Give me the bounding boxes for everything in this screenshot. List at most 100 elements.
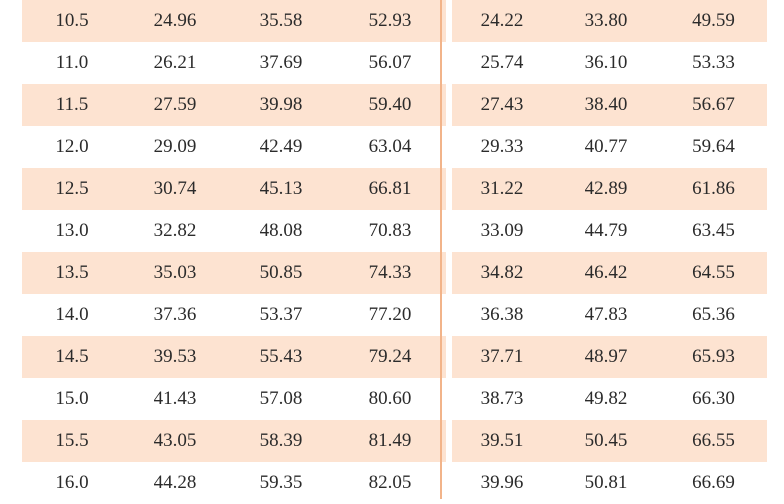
table-cell: 11.5 [55, 94, 89, 115]
table-cell: 38.73 [480, 388, 524, 409]
table-cell: 24.22 [480, 10, 524, 31]
table-cell: 15.0 [55, 388, 89, 409]
table-cell: 50.45 [584, 430, 628, 451]
table-cell: 29.09 [153, 136, 197, 157]
table-cell: 43.05 [153, 430, 197, 451]
table-row: 14.0 37.36 53.37 77.20 36.38 47.83 65.36 [22, 294, 767, 336]
table-cell: 79.24 [368, 346, 412, 367]
table-cell: 66.30 [692, 388, 735, 409]
column-gap [446, 294, 452, 336]
column-gap [446, 252, 452, 294]
table-row: 13.5 35.03 50.85 74.33 34.82 46.42 64.55 [22, 252, 767, 294]
column-gap [446, 336, 452, 378]
table-cell: 50.85 [259, 262, 303, 283]
table-cell: 49.82 [584, 388, 628, 409]
table-cell: 33.80 [584, 10, 628, 31]
table-cell: 39.98 [259, 94, 303, 115]
table-row: 12.0 29.09 42.49 63.04 29.33 40.77 59.64 [22, 126, 767, 168]
table-cell: 44.28 [153, 472, 197, 493]
table-cell: 53.37 [259, 304, 303, 325]
table-cell: 56.07 [368, 52, 412, 73]
table-cell: 13.5 [55, 262, 89, 283]
column-gap [446, 420, 452, 462]
table-cell: 47.83 [584, 304, 628, 325]
table-cell: 61.86 [692, 178, 735, 199]
table-cell: 12.0 [55, 136, 89, 157]
table-cell: 80.60 [368, 388, 412, 409]
table-cell: 59.40 [368, 94, 412, 115]
table-cell: 39.51 [480, 430, 524, 451]
table-cell: 33.09 [480, 220, 524, 241]
column-gap [446, 462, 452, 504]
table-cell: 77.20 [368, 304, 412, 325]
table-cell: 30.74 [153, 178, 197, 199]
table-cell: 57.08 [259, 388, 303, 409]
table-cell: 24.96 [153, 10, 197, 31]
table-cell: 39.96 [480, 472, 524, 493]
table-cell: 16.0 [55, 472, 89, 493]
table-cell: 42.89 [584, 178, 628, 199]
column-gap [446, 378, 452, 420]
table-cell: 37.69 [259, 52, 303, 73]
table-cell: 65.93 [692, 346, 735, 367]
table-cell: 49.59 [692, 10, 735, 31]
table-cell: 36.10 [584, 52, 628, 73]
column-gap [446, 168, 452, 210]
table-row: 13.0 32.82 48.08 70.83 33.09 44.79 63.45 [22, 210, 767, 252]
table-cell: 81.49 [368, 430, 412, 451]
table-cell: 15.5 [55, 430, 89, 451]
table-cell: 52.93 [368, 10, 412, 31]
table-cell: 29.33 [480, 136, 524, 157]
table-cell: 10.5 [55, 10, 89, 31]
table-cell: 14.5 [55, 346, 89, 367]
table-cell: 45.13 [259, 178, 303, 199]
table-row: 15.0 41.43 57.08 80.60 38.73 49.82 66.30 [22, 378, 767, 420]
table-cell: 11.0 [55, 52, 89, 73]
table-cell: 37.36 [153, 304, 197, 325]
table-cell: 27.43 [480, 94, 524, 115]
column-gap [446, 42, 452, 84]
table-row: 12.5 30.74 45.13 66.81 31.22 42.89 61.86 [22, 168, 767, 210]
column-gap [446, 0, 452, 42]
table-cell: 31.22 [480, 178, 524, 199]
table-cell: 35.03 [153, 262, 197, 283]
data-table: 10.5 24.96 35.58 52.93 24.22 33.80 49.59 11.0 26… [22, 0, 767, 504]
table-cell: 14.0 [55, 304, 89, 325]
table-cell: 56.67 [692, 94, 735, 115]
table-cell: 70.83 [368, 220, 412, 241]
table-cell: 27.59 [153, 94, 197, 115]
table-cell: 37.71 [480, 346, 524, 367]
table-row: 10.5 24.96 35.58 52.93 24.22 33.80 49.59 [22, 0, 767, 42]
table-cell: 63.45 [692, 220, 735, 241]
table-cell: 82.05 [368, 472, 412, 493]
table-cell: 66.55 [692, 430, 735, 451]
table-row: 14.5 39.53 55.43 79.24 37.71 48.97 65.93 [22, 336, 767, 378]
table-cell: 59.35 [259, 472, 303, 493]
table-cell: 32.82 [153, 220, 197, 241]
table-cell: 40.77 [584, 136, 628, 157]
table-cell: 64.55 [692, 262, 735, 283]
table-row: 15.5 43.05 58.39 81.49 39.51 50.45 66.55 [22, 420, 767, 462]
table-cell: 38.40 [584, 94, 628, 115]
table-row: 11.5 27.59 39.98 59.40 27.43 38.40 56.67 [22, 84, 767, 126]
table-row: 11.0 26.21 37.69 56.07 25.74 36.10 53.33 [22, 42, 767, 84]
table-cell: 53.33 [692, 52, 735, 73]
column-gap [446, 84, 452, 126]
table-cell: 66.81 [368, 178, 412, 199]
table-cell: 74.33 [368, 262, 412, 283]
table-cell: 41.43 [153, 388, 197, 409]
table-cell: 48.08 [259, 220, 303, 241]
table-cell: 58.39 [259, 430, 303, 451]
table-cell: 44.79 [584, 220, 628, 241]
table-cell: 66.69 [692, 472, 735, 493]
table-cell: 48.97 [584, 346, 628, 367]
table-cell: 55.43 [259, 346, 303, 367]
column-gap [446, 210, 452, 252]
table-cell: 65.36 [692, 304, 735, 325]
table-cell: 42.49 [259, 136, 303, 157]
table-cell: 12.5 [55, 178, 89, 199]
table-cell: 25.74 [480, 52, 524, 73]
table-cell: 63.04 [368, 136, 412, 157]
table-cell: 59.64 [692, 136, 735, 157]
table-cell: 26.21 [153, 52, 197, 73]
